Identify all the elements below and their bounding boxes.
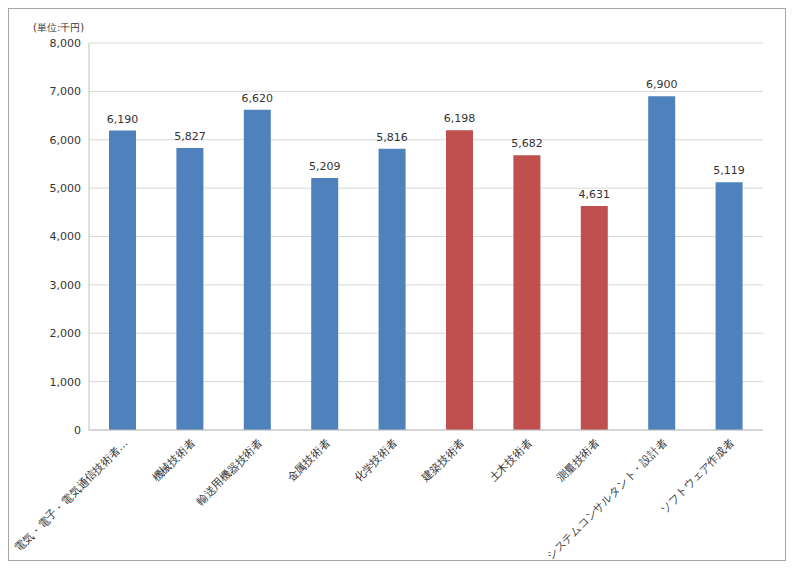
svg-text:5,827: 5,827 — [174, 130, 206, 143]
svg-text:6,190: 6,190 — [107, 113, 139, 126]
svg-text:電気・電子・電気通信技術者…: 電気・電子・電気通信技術者… — [12, 436, 130, 554]
svg-text:ソフトウェア作成者: ソフトウェア作成者 — [658, 436, 737, 515]
svg-text:土木技術者: 土木技術者 — [487, 436, 535, 484]
svg-text:測量技術者: 測量技術者 — [554, 436, 602, 484]
svg-text:5,682: 5,682 — [511, 137, 543, 150]
svg-text:4,631: 4,631 — [579, 188, 611, 201]
svg-text:1,000: 1,000 — [50, 376, 82, 389]
svg-text:システムコンサルタント・設計者: システムコンサルタント・設計者 — [544, 436, 670, 560]
svg-text:化学技術者: 化学技術者 — [352, 436, 400, 484]
svg-text:6,000: 6,000 — [50, 134, 82, 147]
svg-text:機械技術者: 機械技術者 — [150, 436, 198, 484]
svg-text:5,816: 5,816 — [376, 131, 408, 144]
html-text:(単位:千円): (単位:千円) — [33, 22, 85, 33]
svg-text:5,000: 5,000 — [50, 182, 82, 195]
svg-text:5,119: 5,119 — [713, 164, 745, 177]
svg-text:6,620: 6,620 — [242, 92, 274, 105]
svg-text:4,000: 4,000 — [50, 230, 82, 243]
svg-text:2,000: 2,000 — [50, 327, 82, 340]
svg-text:3,000: 3,000 — [50, 279, 82, 292]
svg-text:輸送用機器技術者: 輸送用機器技術者 — [194, 436, 265, 507]
svg-text:金属技術者: 金属技術者 — [284, 436, 332, 484]
svg-text:建築技術者: 建築技術者 — [419, 436, 468, 485]
svg-text:5,209: 5,209 — [309, 160, 341, 173]
svg-text:6,900: 6,900 — [646, 78, 678, 91]
svg-text:0: 0 — [74, 424, 81, 437]
svg-text:8,000: 8,000 — [50, 37, 82, 50]
svg-text:6,198: 6,198 — [444, 112, 476, 125]
svg-text:7,000: 7,000 — [50, 85, 82, 98]
